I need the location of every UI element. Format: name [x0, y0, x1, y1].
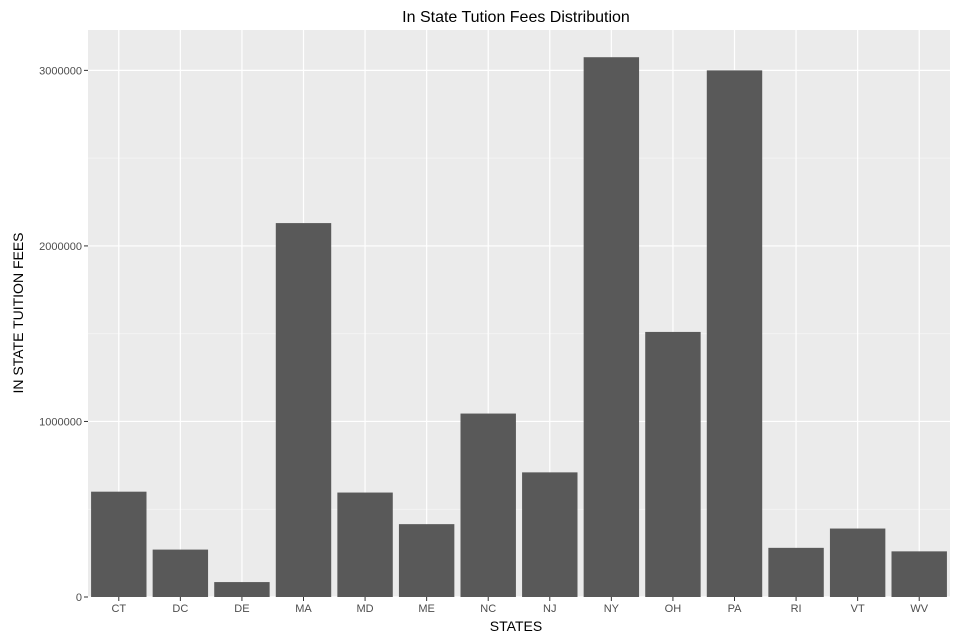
bar-nc: [460, 413, 516, 597]
y-axis-title: IN STATE TUITION FEES: [10, 232, 26, 393]
chart-title: In State Tution Fees Distribution: [402, 9, 630, 26]
minor-gridlines: [88, 157, 950, 510]
bar-md: [337, 492, 393, 597]
bar-pa: [706, 70, 763, 597]
x-tick-label: VT: [851, 603, 865, 615]
bar-oh: [645, 331, 701, 597]
bar-vt: [829, 528, 886, 597]
x-tick-label: WV: [910, 603, 928, 615]
plot-panel: [88, 30, 950, 597]
y-tick-label: 0: [76, 592, 82, 604]
x-tick-label: CT: [111, 603, 126, 615]
bar-ma: [275, 223, 332, 597]
bar-nj: [522, 472, 578, 597]
y-axis: 0 1000000 2000000 3000000: [39, 65, 88, 604]
bar-ny: [583, 57, 640, 597]
bar-dc: [152, 549, 209, 597]
y-tick-label: 2000000: [39, 241, 82, 253]
x-tick-label: DC: [172, 603, 188, 615]
x-tick-label: NY: [604, 603, 620, 615]
x-tick-label: NC: [480, 603, 496, 615]
bar-ct: [91, 491, 147, 597]
y-tick-label: 3000000: [39, 65, 82, 77]
bar-de: [214, 582, 270, 597]
bar-wv: [891, 551, 947, 597]
x-tick-label: MA: [295, 603, 312, 615]
x-tick-label: ME: [418, 603, 435, 615]
x-tick-label: OH: [665, 603, 682, 615]
bar-ri: [768, 547, 824, 597]
x-tick-label: PA: [728, 603, 743, 615]
bar-me: [398, 524, 455, 597]
y-tick-label: 1000000: [39, 416, 82, 428]
x-tick-label: MD: [357, 603, 374, 615]
x-axis-title: STATES: [490, 618, 542, 634]
x-tick-label: DE: [234, 603, 249, 615]
x-tick-label: NJ: [543, 603, 556, 615]
x-tick-label: RI: [791, 603, 802, 615]
x-axis: CT DC DE MA MD ME NC NJ NY OH PA RI VT WV: [111, 597, 929, 615]
bars: [91, 57, 947, 597]
